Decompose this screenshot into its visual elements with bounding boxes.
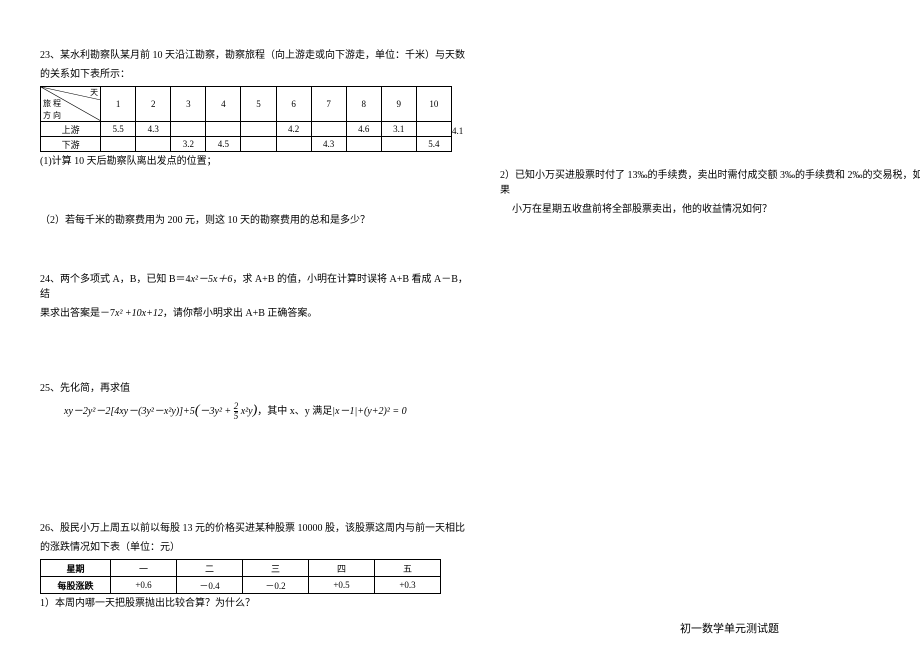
table-cell: +0.5: [309, 577, 375, 594]
table-cell: [206, 122, 241, 137]
table-cell: 5.5: [101, 122, 136, 137]
table-cell: 五: [375, 560, 441, 577]
table-cell: +0.6: [111, 577, 177, 594]
q26-table: 星期 一 二 三 四 五 每股涨跌 +0.6 －0.4 －0.2 +0.5 +0…: [40, 559, 441, 594]
page-footer: 初一数学单元测试题: [680, 620, 779, 636]
table-cell: [346, 137, 381, 152]
table-cell: 二: [177, 560, 243, 577]
q23-table: 天 旅 程 方 向 1 2 3 4 5 6 7 8 9 10 上游 5.5 4.…: [40, 86, 452, 152]
table-cell: 4.5: [206, 137, 241, 152]
table-cell: 四: [309, 560, 375, 577]
table-cell: 三: [243, 560, 309, 577]
q26-intro-1: 26、股民小万上周五以前以每股 13 元的价格买进某种股票 10000 股，该股…: [40, 521, 470, 536]
q24-b-expr: x²－5x＋6: [191, 274, 233, 285]
q23-sub1: (1)计算 10 天后勘察队离出发点的位置；: [40, 154, 470, 169]
q26-sub2a: 2）已知小万买进股票时付了 13‰的手续费，卖出时需付成交额 3‰的手续费和 2…: [500, 168, 920, 198]
table-cell: 3.2: [171, 137, 206, 152]
q23-diag-cell: 天 旅 程 方 向: [41, 87, 101, 122]
q23-diag-top: 天: [90, 87, 98, 98]
table-cell: [136, 137, 171, 152]
q25-expr-body: xy－2y²－2[4xy－(3y²－x²y)]+5(－3y² + 25 x²y): [64, 406, 257, 417]
q24-line2-post: ，请你帮小明求出 A+B 正确答案。: [163, 308, 318, 319]
q24-line1-pre: 24、两个多项式 A，B，已知 B＝4: [40, 274, 191, 285]
table-cell: [381, 137, 416, 152]
q23-col-1: 1: [101, 87, 136, 122]
table-cell: +0.3: [375, 577, 441, 594]
table-cell: 4.6: [346, 122, 381, 137]
table-cell: [101, 137, 136, 152]
q23-col-10: 10: [416, 87, 451, 122]
q23-col-6: 6: [276, 87, 311, 122]
q25-cond: |x－1|+(y+2)² = 0: [332, 406, 406, 417]
q26-sub1: 1）本周内哪一天把股票抛出比较合算？为什么？: [40, 596, 470, 611]
q26-intro-2: 的涨跌情况如下表（单位：元）: [40, 540, 470, 555]
q25-cond-pre: ，其中 x、y 满足: [257, 406, 332, 417]
q23-col-9: 9: [381, 87, 416, 122]
q23-col-2: 2: [136, 87, 171, 122]
q23-overflow-cell: 4.1: [452, 126, 463, 136]
table-cell: [241, 122, 276, 137]
q23-col-7: 7: [311, 87, 346, 122]
q23-col-4: 4: [206, 87, 241, 122]
q26-row1-label: 每股涨跌: [41, 577, 111, 594]
q23-row1-label: 上游: [41, 122, 101, 137]
q23-diag-bot: 方 向: [43, 110, 61, 121]
q23-col-3: 3: [171, 87, 206, 122]
q26-sub2b: 小万在星期五收盘前将全部股票卖出，他的收益情况如何？: [500, 202, 920, 217]
q23-row2-label: 下游: [41, 137, 101, 152]
table-cell: [241, 137, 276, 152]
q23-sub2: （2）若每千米的勘察费用为 200 元，则这 10 天的勘察费用的总和是多少？: [40, 213, 470, 228]
q23-diag-mid: 旅 程: [43, 98, 61, 109]
q26-row0-label: 星期: [41, 560, 111, 577]
q25-title: 25、先化简，再求值: [40, 381, 470, 396]
table-cell: 4.2: [276, 122, 311, 137]
q24-line2-pre: 果求出答案是－7: [40, 308, 115, 319]
table-cell: 5.4: [416, 137, 451, 152]
table-cell: [311, 122, 346, 137]
table-cell: －0.4: [177, 577, 243, 594]
table-cell: －0.2: [243, 577, 309, 594]
table-cell: 3.1: [381, 122, 416, 137]
q23-col-8: 8: [346, 87, 381, 122]
q23-col-5: 5: [241, 87, 276, 122]
q23-intro-2: 的关系如下表所示：: [40, 67, 470, 82]
table-cell: 4.3: [311, 137, 346, 152]
table-cell: [416, 122, 451, 137]
table-cell: 一: [111, 560, 177, 577]
q23-intro-1: 23、某水利勘察队某月前 10 天沿江勘察，勘察旅程（向上游走或向下游走，单位：…: [40, 48, 470, 63]
table-cell: [171, 122, 206, 137]
q24-line2: 果求出答案是－7x² +10x+12，请你帮小明求出 A+B 正确答案。: [40, 306, 470, 321]
q25-expr: xy－2y²－2[4xy－(3y²－x²y)]+5(－3y² + 25 x²y)…: [40, 400, 470, 421]
table-cell: [276, 137, 311, 152]
q24-line1: 24、两个多项式 A，B，已知 B＝4x²－5x＋6，求 A+B 的值，小明在计…: [40, 272, 470, 302]
table-cell: 4.3: [136, 122, 171, 137]
q24-res-expr: x² +10x+12: [115, 308, 163, 319]
